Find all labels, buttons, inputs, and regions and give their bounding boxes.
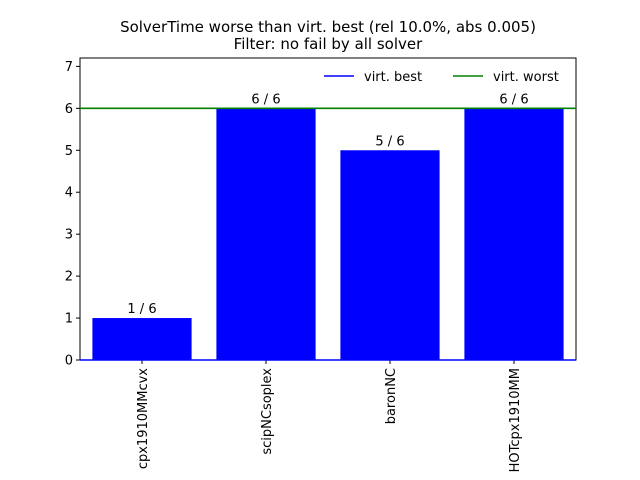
chart-subtitle: Filter: no fail by all solver [234, 35, 423, 53]
legend-label: virt. best [364, 70, 422, 85]
y-tick-label: 6 [65, 102, 73, 117]
x-tick-label: scipNCsoplex [260, 368, 275, 455]
x-tick-label: cpx1910MMcvx [136, 368, 151, 469]
bar [340, 150, 440, 360]
x-tick-label: baronNC [384, 368, 399, 424]
bar-data-label: 1 / 6 [127, 302, 156, 317]
bar-data-label: 5 / 6 [375, 134, 404, 149]
bar [92, 318, 192, 360]
bar-data-label: 6 / 6 [251, 92, 280, 107]
y-tick-label: 3 [65, 228, 73, 243]
chart-title: SolverTime worse than virt. best (rel 10… [120, 18, 536, 36]
plot-area: 0 1 2 3 4 5 6 7 1 / 6 cpx1910MMcvx 6 / 6 scipNCsopl… [65, 57, 577, 472]
bar [464, 108, 564, 360]
y-tick-label: 5 [65, 144, 73, 159]
legend-label: virt. worst [493, 70, 559, 85]
bar [216, 108, 316, 360]
y-tick-label: 1 [65, 312, 73, 327]
y-tick-label: 7 [65, 60, 73, 75]
y-tick-label: 0 [65, 354, 73, 369]
bar-data-label: 6 / 6 [499, 92, 528, 107]
x-tick-label: HOTcpx1910MM [508, 368, 523, 472]
y-tick-label: 2 [65, 270, 73, 285]
y-tick-label: 4 [65, 186, 73, 201]
